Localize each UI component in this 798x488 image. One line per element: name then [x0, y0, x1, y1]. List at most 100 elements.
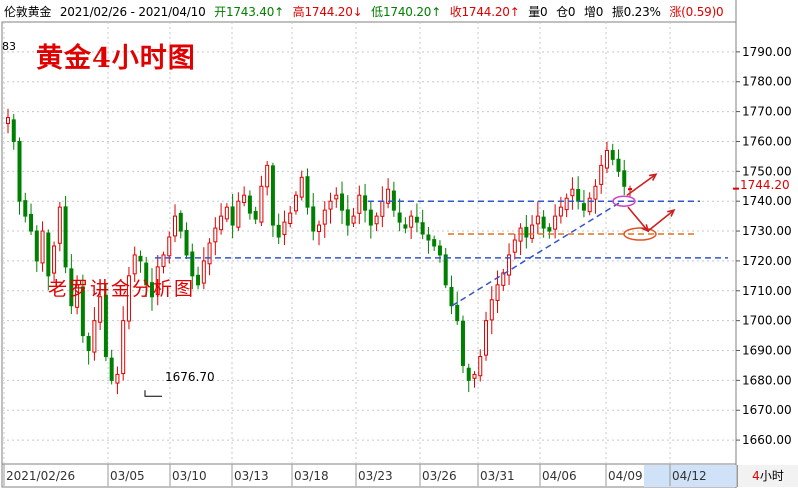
candle-body	[144, 262, 149, 286]
candle-body	[132, 254, 137, 275]
future-region	[644, 465, 736, 487]
candle-body	[628, 188, 632, 191]
candle-body	[478, 355, 483, 377]
date-range: 2021/02/26 - 2021/04/10	[59, 5, 206, 19]
candle-body	[167, 236, 172, 257]
candle-body	[466, 367, 471, 381]
arrow-up-breakout	[626, 173, 657, 196]
candle-body	[357, 194, 362, 214]
highlight-ellipse-1729	[623, 227, 657, 241]
arrow-rebound-head	[666, 208, 676, 217]
candle-body	[414, 216, 419, 223]
x-tick-label: 03/18	[294, 469, 329, 483]
candle-body	[17, 140, 22, 202]
candle-body	[265, 164, 270, 188]
x-tick-label: 03/23	[358, 469, 393, 483]
candle-body	[80, 286, 85, 337]
candle-body	[368, 209, 373, 226]
candle-body	[103, 294, 108, 357]
candle-body	[622, 170, 627, 187]
candle-body	[610, 150, 615, 160]
candle-body	[593, 185, 598, 200]
candle-body	[213, 227, 218, 243]
candle-body	[11, 119, 16, 142]
candle-body	[207, 242, 212, 265]
arrow-rebound	[647, 209, 675, 232]
candle-body	[121, 320, 126, 375]
symbol-name: 伦敦黄金	[4, 5, 52, 19]
candle-body	[489, 299, 494, 321]
candle-body	[293, 194, 298, 212]
y-tick-label: 1680.00	[742, 373, 792, 387]
candle-body	[52, 245, 57, 274]
candle-body	[334, 194, 339, 200]
x-tick-label: 03/26	[422, 469, 457, 483]
candle-body	[576, 189, 581, 202]
candle-body	[57, 206, 62, 244]
candle-body	[46, 232, 51, 277]
candle-body	[201, 260, 206, 284]
low-marker-label: 1676.70	[165, 370, 215, 384]
candle-body	[317, 224, 321, 233]
candle-body	[115, 373, 120, 384]
candle-body	[178, 212, 183, 232]
candle-body	[173, 215, 178, 237]
period-selector[interactable]: 4小时	[737, 465, 798, 487]
y-tick-label: 1700.00	[742, 314, 792, 328]
candle-body	[138, 255, 143, 262]
candle-body	[403, 224, 408, 229]
x-tick-label: 04/09	[608, 469, 643, 483]
y-tick-label: 1740.00	[742, 194, 792, 208]
arrow-up-breakout-head	[648, 173, 658, 181]
candle-body	[340, 193, 345, 211]
candle-body	[426, 234, 431, 241]
y-tick-label: 1660.00	[742, 433, 792, 447]
candle-body	[236, 200, 241, 228]
period-number: 4	[752, 469, 760, 483]
candle-body	[299, 176, 304, 198]
candle-body	[322, 209, 327, 225]
candle-body	[472, 373, 477, 379]
candle-body	[253, 210, 258, 220]
candle-body	[564, 197, 569, 211]
candle-body	[98, 296, 103, 323]
candle-body	[420, 222, 425, 235]
candle-body	[581, 203, 586, 211]
low-marker-line	[144, 390, 162, 397]
candle-body	[288, 212, 293, 224]
y-tick-label: 1690.00	[742, 344, 792, 358]
candle-body	[604, 149, 609, 169]
candle-body	[328, 200, 333, 210]
candle-body	[507, 254, 512, 276]
y-tick-label: 1750.00	[742, 164, 792, 178]
candle-body	[92, 320, 97, 353]
candle-body	[495, 284, 500, 301]
candle-body	[432, 239, 437, 247]
x-tick-label: 03/05	[110, 469, 145, 483]
y-tick-label: 1760.00	[742, 134, 792, 148]
candle-body	[547, 227, 552, 232]
candle-body	[397, 212, 402, 223]
candle-body	[282, 221, 287, 235]
candle-body	[196, 274, 201, 286]
candle-body	[34, 230, 39, 262]
candle-body	[380, 200, 385, 217]
candle-body	[512, 239, 517, 253]
candle-body	[75, 284, 80, 308]
candle-body	[460, 320, 465, 366]
candle-body	[86, 335, 91, 352]
candle-body	[6, 117, 10, 125]
candle-body	[351, 215, 356, 224]
period-unit: 小时	[759, 469, 784, 483]
highlight-ellipse-1740	[612, 195, 636, 207]
x-tick-label: 04/06	[542, 469, 577, 483]
candle-body	[374, 215, 379, 225]
candle-body	[184, 230, 189, 256]
candle-body	[484, 320, 489, 356]
candle-body	[69, 268, 74, 307]
x-tick-label: 03/31	[480, 469, 515, 483]
y-tick-label: 1790.00	[742, 45, 792, 59]
arrow-down-pullback	[627, 206, 649, 232]
